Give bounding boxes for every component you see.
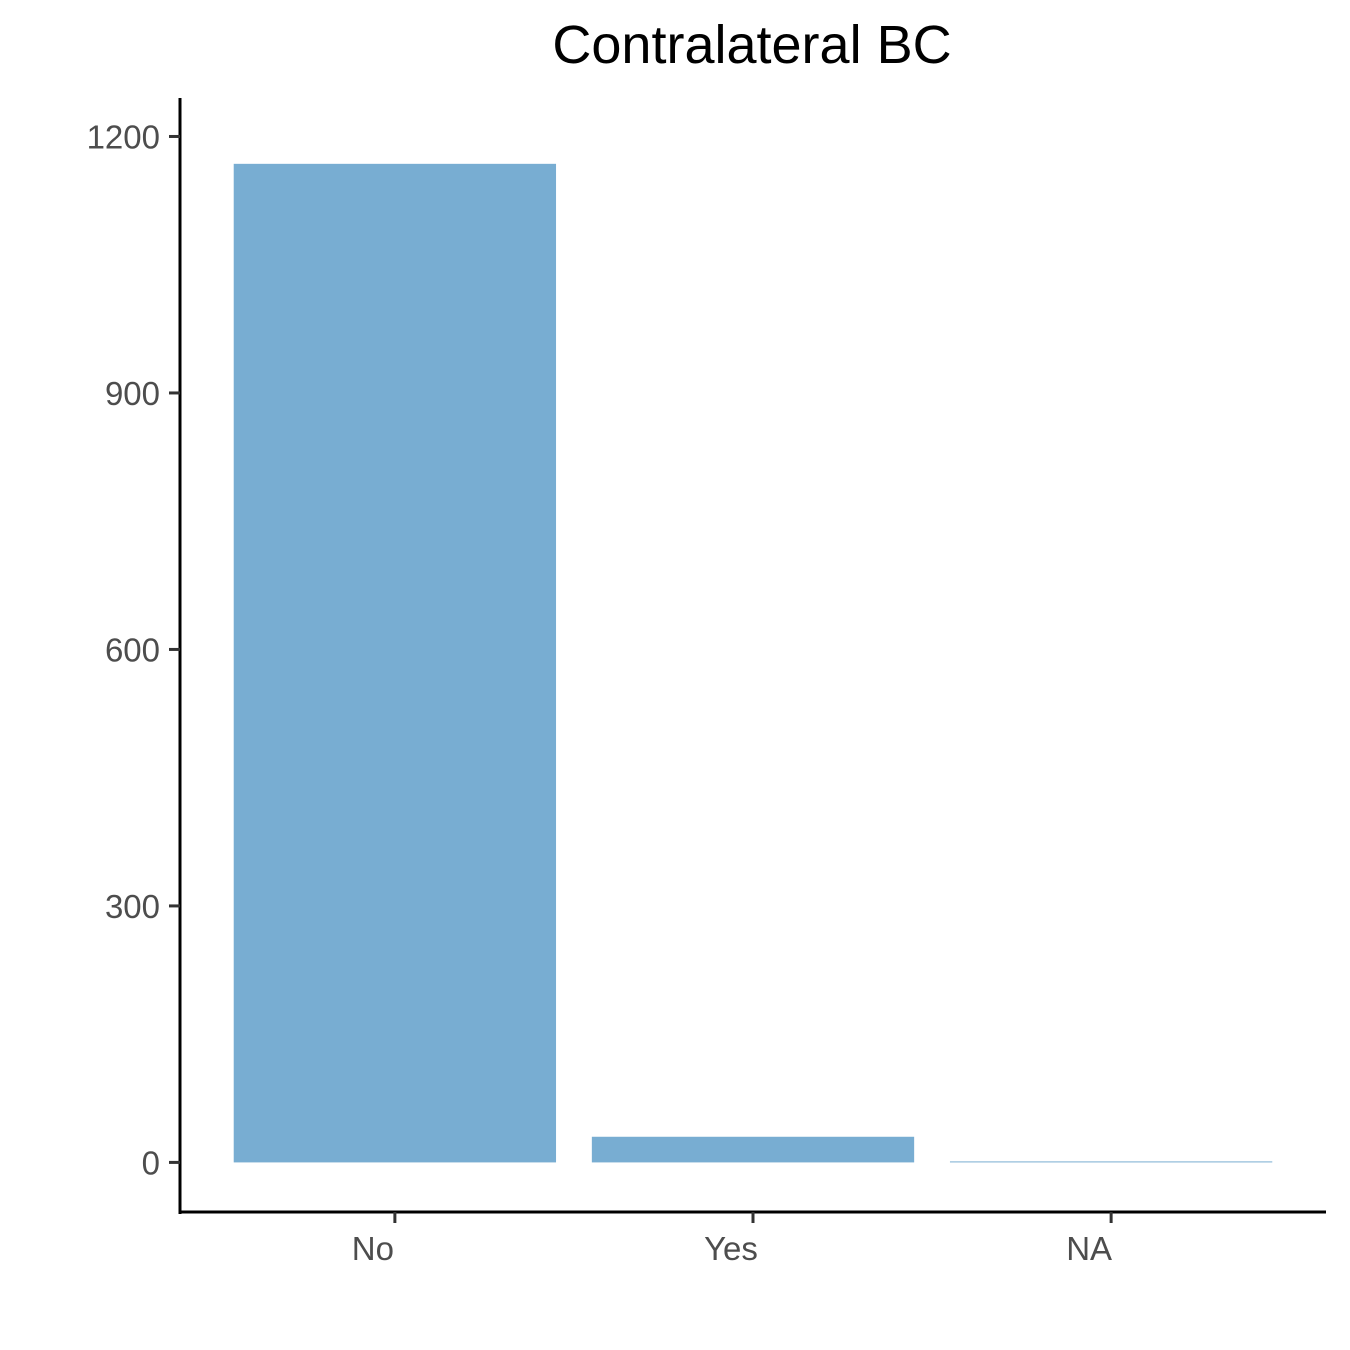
y-axis: 0 300 600 900 1200 xyxy=(87,98,182,1214)
bar-na xyxy=(949,1161,1273,1163)
x-tick-label-na: NA xyxy=(1066,1230,1112,1267)
y-tick-label: 300 xyxy=(105,888,160,925)
y-tick-label: 900 xyxy=(105,375,160,412)
y-tick-label: 1200 xyxy=(87,118,160,155)
x-tick-label-yes: Yes xyxy=(704,1230,758,1267)
x-axis: No Yes NA xyxy=(178,1210,1326,1267)
x-tick-label-no: No xyxy=(352,1230,394,1267)
bar-yes xyxy=(591,1136,915,1163)
y-tick-label: 600 xyxy=(105,631,160,668)
bar-no xyxy=(233,163,557,1163)
chart-title: Contralateral BC xyxy=(552,15,951,75)
y-tick-label: 0 xyxy=(142,1144,160,1181)
bars-layer xyxy=(233,163,1273,1163)
